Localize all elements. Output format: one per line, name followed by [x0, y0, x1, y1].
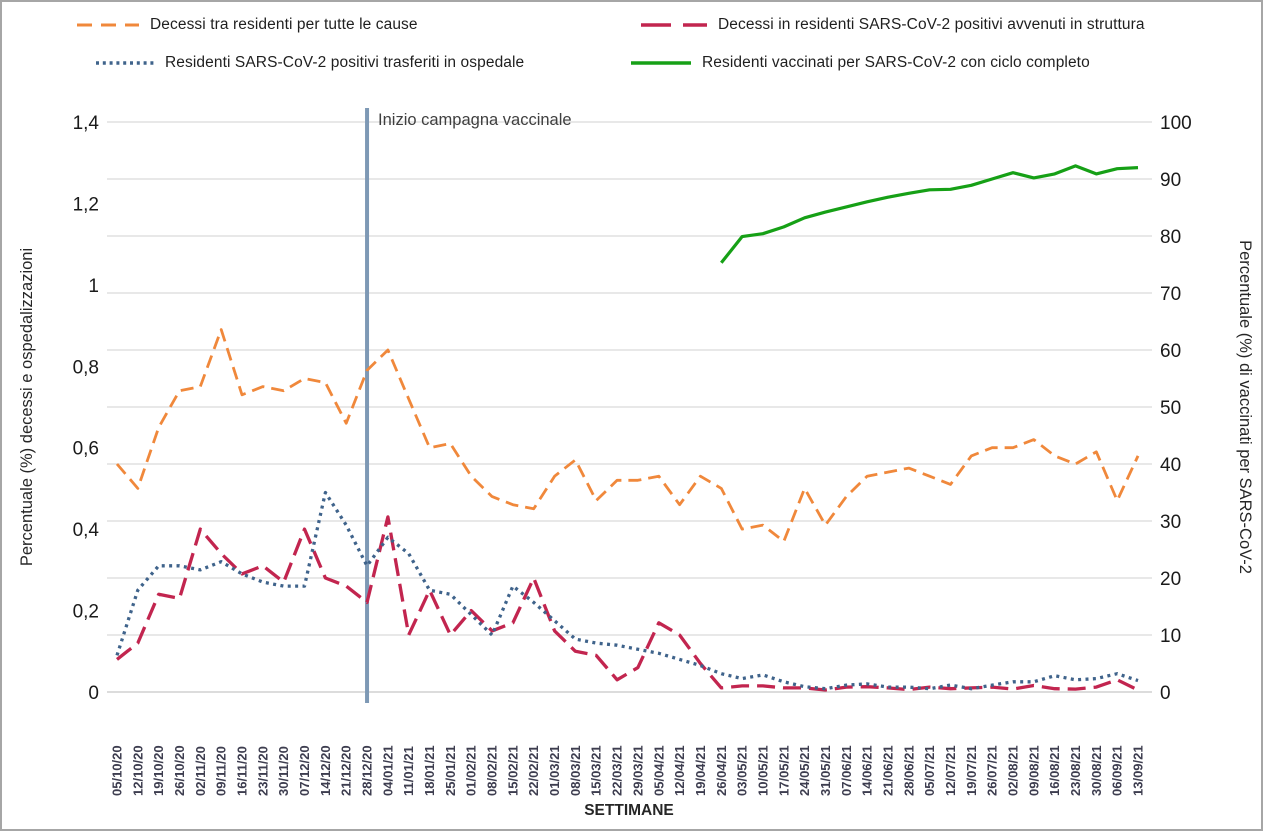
left-axis-tick-label: 1,4	[73, 113, 100, 134]
legend-line-red-dashed-icon	[641, 23, 707, 27]
x-axis-tick-label: 10/05/21	[755, 745, 770, 796]
x-axis-tick-label: 12/07/21	[943, 745, 958, 796]
x-axis-tick-label: 17/05/21	[776, 745, 791, 796]
left-axis-tick-label: 1	[88, 276, 99, 297]
vaccination-campaign-label: Inizio campagna vaccinale	[378, 111, 572, 129]
x-axis-tick-label: 16/08/21	[1047, 745, 1062, 796]
left-axis-tick-label: 0,6	[73, 439, 99, 460]
x-axis-tick-label: 30/11/20	[276, 746, 291, 796]
x-axis-tick-label: 28/12/20	[360, 745, 375, 796]
x-axis-tick-label: 07/06/21	[839, 745, 854, 796]
x-axis-tick-label: 23/11/20	[255, 746, 270, 796]
legend-line-green-solid-icon	[631, 61, 691, 65]
x-axis-tick-label: 02/08/21	[1005, 745, 1020, 796]
x-axis-tick-label: 12/10/20	[130, 745, 145, 796]
x-axis-tick-label: 25/01/21	[443, 745, 458, 796]
x-axis-tick-label: 09/11/20	[214, 746, 229, 796]
x-axis-tick-label: 09/08/21	[1026, 745, 1041, 796]
right-axis-tick-label: 80	[1160, 227, 1181, 248]
right-axis-tick-label: 20	[1160, 569, 1181, 590]
x-axis-tick-label: 26/10/20	[172, 745, 187, 796]
x-axis-tick-label: 05/10/20	[110, 745, 125, 796]
legend-label: Decessi in residenti SARS-CoV-2 positivi…	[718, 16, 1145, 33]
x-axis-tick-label: 21/06/21	[880, 745, 895, 796]
x-axis-tick-label: 24/05/21	[797, 745, 812, 796]
right-axis-tick-label: 100	[1160, 113, 1192, 134]
legend-item-transferred-to-hospital: Residenti SARS-CoV-2 positivi trasferiti…	[95, 54, 524, 72]
x-axis-tick-label: 29/03/21	[630, 745, 645, 796]
x-axis-tick-label: 22/03/21	[610, 745, 625, 796]
x-axis-tick-label: 05/07/21	[922, 745, 937, 796]
left-axis-tick-label: 0,2	[73, 602, 99, 623]
x-axis-tick-label: 19/04/21	[693, 745, 708, 796]
legend-item-deaths-in-facility: Decessi in residenti SARS-CoV-2 positivi…	[640, 16, 1145, 34]
x-axis-tick-label: 13/09/21	[1131, 745, 1146, 796]
right-axis-tick-label: 60	[1160, 341, 1181, 362]
chart-legend: Decessi tra residenti per tutte le cause…	[2, 2, 1261, 98]
right-axis-tick-label: 30	[1160, 512, 1181, 533]
x-axis-tick-label: 15/02/21	[505, 745, 520, 796]
series-line-trasferiti-ospedale	[115, 490, 1139, 691]
left-axis-tick-label: 0,4	[73, 520, 100, 541]
x-axis-tick-label: 23/08/21	[1068, 745, 1083, 796]
x-axis-tick-label: 06/09/21	[1110, 745, 1125, 796]
x-axis-title: SETTIMANE	[584, 802, 674, 819]
series-line-decessi-tutte-cause	[115, 328, 1140, 543]
legend-line-blue-dotted-icon	[96, 61, 154, 65]
x-axis-tick-label: 28/06/21	[901, 745, 916, 796]
x-axis-tick-label: 21/12/20	[339, 745, 354, 796]
x-axis-tick-label: 26/07/21	[985, 745, 1000, 796]
left-axis-title: Percentuale (%) decessi e ospedalizzazio…	[18, 248, 36, 566]
right-axis-tick-label: 40	[1160, 455, 1181, 476]
series-line-decessi-struttura	[115, 515, 1139, 692]
x-axis-tick-label: 02/11/20	[193, 746, 208, 796]
legend-label: Residenti vaccinati per SARS-CoV-2 con c…	[702, 54, 1090, 71]
legend-label: Decessi tra residenti per tutte le cause	[150, 16, 418, 33]
x-axis-tick-label: 18/01/21	[422, 745, 437, 796]
x-axis-tick-label: 05/04/21	[651, 745, 666, 796]
x-axis-tick-label: 15/03/21	[589, 745, 604, 796]
right-axis-tick-label: 10	[1160, 626, 1181, 647]
x-axis-tick-label: 22/02/21	[526, 745, 541, 796]
x-axis-tick-label: 12/04/21	[672, 745, 687, 796]
right-axis-tick-label: 0	[1160, 683, 1171, 704]
x-axis-tick-label: 19/10/20	[151, 745, 166, 796]
x-axis-tick-label: 08/03/21	[568, 745, 583, 796]
x-axis-tick-label: 14/12/20	[318, 745, 333, 796]
legend-label: Residenti SARS-CoV-2 positivi trasferiti…	[165, 54, 525, 71]
x-axis-tick-label: 01/02/21	[464, 745, 479, 796]
left-axis-tick-label: 0	[88, 683, 99, 704]
x-axis-tick-label: 07/12/20	[297, 745, 312, 796]
right-axis-tick-label: 90	[1160, 170, 1181, 191]
x-axis-tick-label: 14/06/21	[860, 745, 875, 796]
x-axis-tick-label: 19/07/21	[964, 745, 979, 796]
right-axis-tick-label: 50	[1160, 398, 1181, 419]
x-axis-tick-label: 16/11/20	[235, 746, 250, 796]
x-axis-tick-label: 30/08/21	[1089, 745, 1104, 796]
x-axis-tick-label: 08/02/21	[485, 745, 500, 796]
x-axis-tick-label: 31/05/21	[818, 745, 833, 796]
left-axis-tick-label: 1,2	[73, 194, 99, 215]
legend-line-orange-dashed-icon	[77, 23, 139, 27]
x-axis-tick-label: 26/04/21	[714, 745, 729, 796]
x-axis-tick-label: 11/01/21	[401, 746, 416, 796]
legend-item-vaccinated: Residenti vaccinati per SARS-CoV-2 con c…	[630, 54, 1090, 72]
right-axis-tick-label: 70	[1160, 284, 1181, 305]
legend-item-deaths-all-causes: Decessi tra residenti per tutte le cause	[76, 16, 418, 34]
series-line-vaccinati	[720, 164, 1139, 264]
x-axis-tick-label: 04/01/21	[380, 745, 395, 796]
x-axis-tick-label: 03/05/21	[735, 745, 750, 796]
x-axis-tick-label: 01/03/21	[547, 745, 562, 796]
left-axis-tick-label: 0,8	[73, 357, 99, 378]
right-axis-title: Percentuale (%) di vaccinati per SARS-Co…	[1236, 240, 1254, 574]
